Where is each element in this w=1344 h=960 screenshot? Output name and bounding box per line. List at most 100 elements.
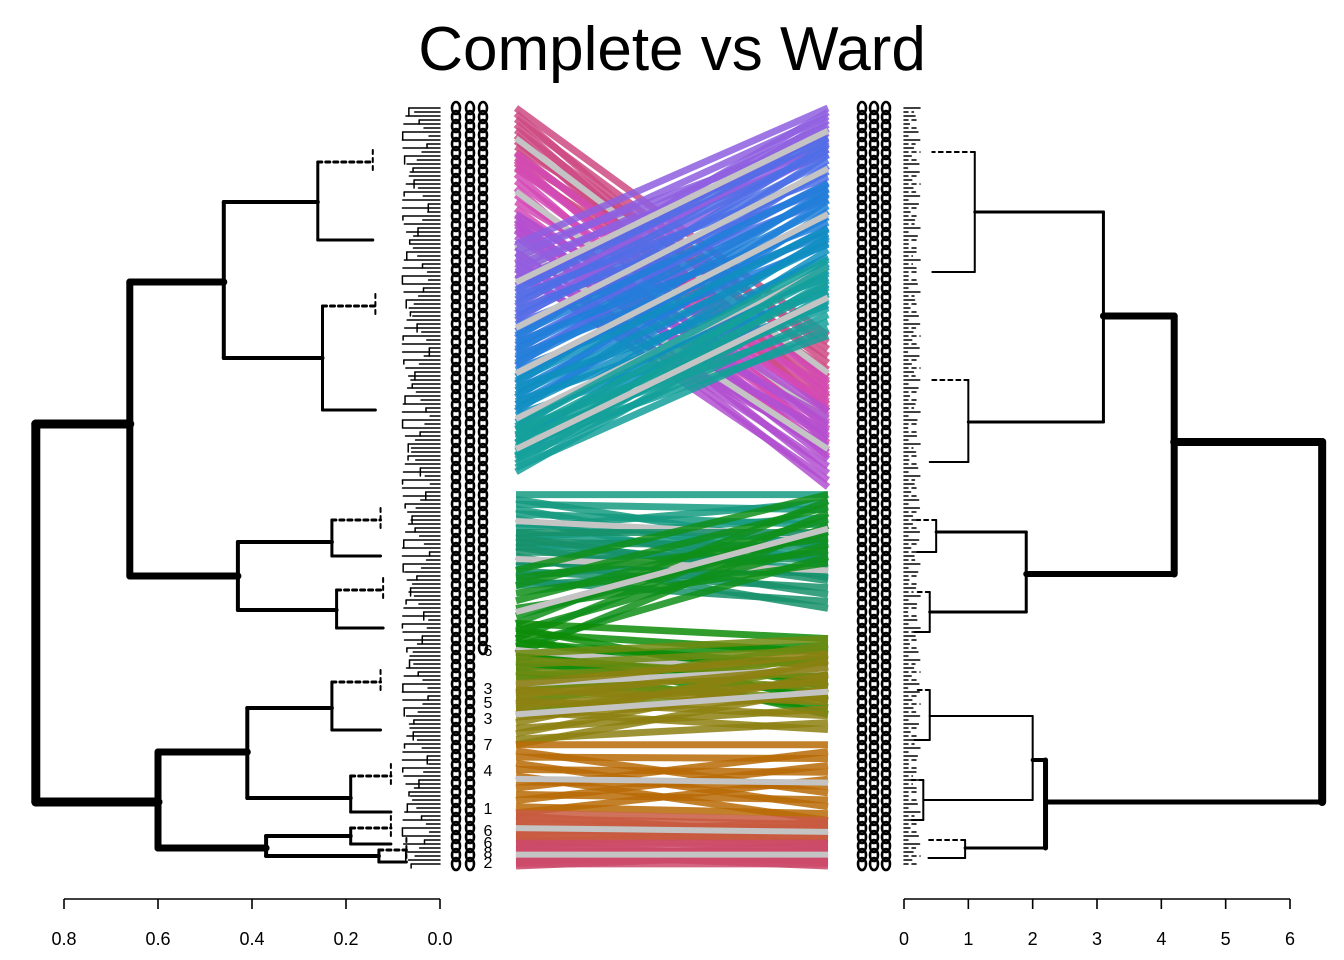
leaf-label-mark [868,802,880,818]
leaf-label-mark [868,397,880,413]
leaf-label-mark [880,298,892,314]
leaf-label-mark [868,685,880,701]
leaf-label-mark [868,298,880,314]
leaf-label-mark [450,541,462,557]
leaf-label-mark [880,658,892,674]
leaf-label-mark [856,163,868,179]
leaf-label-mark [856,262,868,278]
leaf-label-mark [450,172,462,188]
leaf-label-mark [477,613,489,629]
right-axis-tick-label: 1 [963,929,973,949]
leaf-label-mark [464,433,476,449]
leaf-label-mark [464,595,476,611]
leaf-label-mark [464,217,476,233]
leaf-label-mark [880,397,892,413]
leaf-label-mark [868,775,880,791]
leaf-label-mark [477,208,489,224]
connector-line-unmatched [514,128,830,286]
leaf-label-mark [880,676,892,692]
leaf-label-mark [880,757,892,773]
leaf-label-mark [868,748,880,764]
leaf-label-mark [464,271,476,287]
leaf-label-mark [477,478,489,494]
leaf-label-mark [880,541,892,557]
leaf-label-mark [464,613,476,629]
leaf-label-mark [856,190,868,206]
connector-line [514,208,830,415]
connector-line [514,135,830,294]
leaf-label-mark [464,847,476,863]
leaf-label-mark [880,577,892,593]
leaf-label-mark [880,820,892,836]
leaf-label-mark [856,613,868,629]
leaf-label-mark [464,685,476,701]
leaf-label-mark [880,694,892,710]
leaf-label-mark [464,856,476,872]
leaf-label-mark [868,433,880,449]
leaf-label-mark [477,100,489,116]
leaf-label-mark [856,325,868,341]
leaf-label-mark [880,793,892,809]
leaf-label-mark [856,154,868,170]
leaf-label: 6 [484,835,493,852]
leaf-label-mark [464,694,476,710]
leaf-label-mark [477,379,489,395]
right-axis-tick-label: 5 [1221,929,1231,949]
leaf-label-mark [856,667,868,683]
leaf-label-mark [880,226,892,242]
leaf-label-mark [856,487,868,503]
leaf-label-mark [464,802,476,818]
leaf-label-mark [477,586,489,602]
leaf-label-mark [880,415,892,431]
connector-line [515,619,829,643]
leaf-label-mark [880,244,892,260]
leaf-label-mark [856,298,868,314]
leaf-label-mark [868,460,880,476]
leaf-label-mark [477,505,489,521]
leaf-label-mark [450,676,462,692]
leaf-label-mark [880,388,892,404]
leaf-label-mark [880,559,892,575]
leaf-label-mark [880,622,892,638]
leaf-label-mark [464,622,476,638]
leaf-label-mark [477,118,489,134]
leaf-label-mark [856,379,868,395]
connector-line [514,226,830,385]
leaf-label-mark [464,739,476,755]
leaf-label-mark [450,604,462,620]
leaf-label-mark [868,721,880,737]
leaf-label-mark [450,802,462,818]
leaf-label-mark [450,316,462,332]
left-axis-tick-label: 0.0 [427,929,452,949]
leaf-label-mark [868,523,880,539]
leaf-label-mark [464,262,476,278]
leaf-label-mark [450,163,462,179]
leaf-label-mark [868,847,880,863]
leaf-label-mark [868,532,880,548]
leaf-label-mark [477,568,489,584]
leaf-label-mark [856,343,868,359]
connector-line [514,197,830,401]
leaf-label-mark [880,523,892,539]
leaf-label-mark [856,820,868,836]
leaf-label-mark [856,550,868,566]
leaf-label-mark [450,721,462,737]
leaf-label-mark [868,451,880,467]
leaf-label-mark [464,487,476,503]
leaf-label-mark [450,262,462,278]
leaf-label-mark [450,793,462,809]
leaf-label-mark [464,784,476,800]
leaf-label-mark [880,100,892,116]
leaf-label-mark [880,460,892,476]
leaf-label-mark [868,190,880,206]
leaf-label-mark [450,595,462,611]
leaf-label-mark [464,640,476,656]
leaf-label-mark [868,766,880,782]
leaf-label-mark [868,712,880,728]
leaf-label-mark [464,415,476,431]
leaf-label-mark [464,649,476,665]
leaf-label-mark [868,379,880,395]
connector-line [515,809,829,825]
left-dendrogram [31,107,441,873]
leaf-label-mark [868,604,880,620]
